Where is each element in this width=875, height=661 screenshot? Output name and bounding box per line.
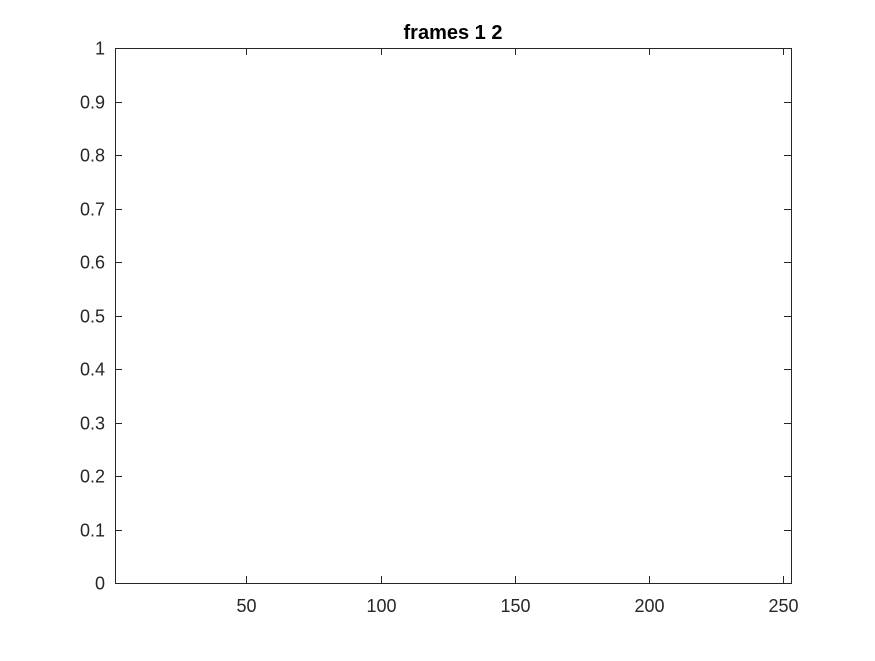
y-tick-label: 0.3 <box>80 414 105 434</box>
x-tick-label: 100 <box>366 596 396 616</box>
x-tick-label: 150 <box>500 596 530 616</box>
y-tick-label: 0.2 <box>80 467 105 487</box>
chart-title: frames 1 2 <box>404 22 503 44</box>
y-tick-label: 0.9 <box>80 93 105 113</box>
y-tick-label: 0.5 <box>80 307 105 327</box>
y-tick-label: 0.1 <box>80 521 105 541</box>
x-tick-label: 250 <box>768 596 798 616</box>
y-tick-label: 0.6 <box>80 253 105 273</box>
y-tick-label: 0.4 <box>80 360 105 380</box>
x-axis: 50 100 150 200 250 <box>236 48 799 616</box>
y-tick-label: 0 <box>95 574 105 594</box>
y-tick-label: 0.7 <box>80 200 105 220</box>
y-tick-label: 0.8 <box>80 146 105 166</box>
x-tick-label: 200 <box>634 596 664 616</box>
y-tick-label: 1 <box>95 39 105 59</box>
axes-box <box>115 48 792 584</box>
y-axis: 0 0.1 0.2 0.3 0.4 0.5 0.6 0.7 0.8 0.9 1 <box>80 39 791 594</box>
x-tick-label: 50 <box>236 596 256 616</box>
